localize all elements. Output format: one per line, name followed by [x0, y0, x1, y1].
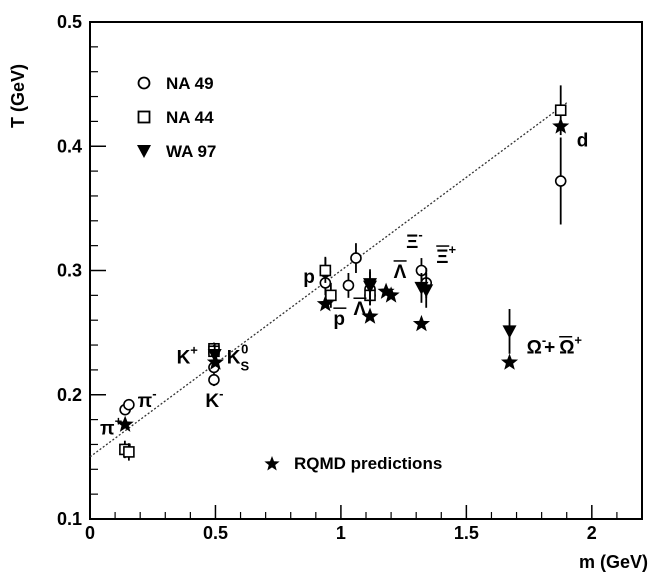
y-tick-label: 0.4: [57, 136, 82, 156]
na49-point: [554, 175, 567, 187]
legend: NA 49 NA 44 WA 97 RQMD predictions: [137, 74, 442, 473]
y-axis-label: T (GeV): [8, 64, 28, 128]
rqmd-point: [552, 117, 570, 134]
particle-label: d: [577, 130, 589, 151]
legend-marker-star: [264, 456, 280, 471]
y-tick-label: 0.3: [57, 261, 82, 281]
particle-label: π-: [138, 386, 157, 412]
data-points: [116, 85, 570, 461]
na49-point: [208, 374, 220, 386]
na49-point: [350, 252, 362, 264]
x-tick-label: 2: [587, 523, 597, 543]
legend-label-wa97: WA 97: [166, 142, 216, 161]
x-tick-label: 0.5: [203, 523, 228, 543]
particle-label: Ω+: [559, 333, 582, 359]
x-tick-label: 0: [85, 523, 95, 543]
rqmd-point: [316, 295, 334, 312]
particle-label: KS0: [227, 342, 250, 374]
y-tick-label: 0.1: [57, 509, 82, 529]
rqmd-point: [377, 282, 395, 299]
plot-frame: [89, 21, 643, 520]
legend-marker-triangle: [137, 145, 151, 158]
particle-label: K-: [205, 386, 223, 412]
particle-label: Ξ+: [436, 242, 456, 268]
particle-label: Ω-: [527, 333, 547, 359]
axis-ticks: 0 0.5 1 1.5 2 0.1 0.2 0.3 0.4 0.5: [57, 12, 643, 543]
rqmd-point: [382, 286, 400, 303]
particle-label: p: [303, 267, 315, 288]
legend-label-na49: NA 49: [166, 74, 214, 93]
na49-point: [342, 279, 355, 292]
rqmd-point: [412, 314, 431, 332]
y-tick-label: 0.2: [57, 385, 82, 405]
wa97-point: [502, 325, 517, 339]
wa97-point: [419, 284, 434, 298]
na44-point: [554, 104, 567, 117]
na44-point: [325, 289, 337, 302]
na44-point: [123, 446, 135, 458]
na49-point: [123, 398, 135, 411]
rqmd-point: [206, 353, 225, 370]
particle-label: Ξ-: [406, 227, 423, 253]
x-tick-label: 1.5: [454, 523, 479, 543]
legend-label-rqmd: RQMD predictions: [294, 454, 442, 473]
particle-label: π+: [100, 414, 123, 440]
rqmd-point: [500, 353, 519, 370]
x-axis-label: m (GeV): [579, 552, 648, 572]
legend-label-na44: NA 44: [166, 108, 214, 127]
particle-label: +: [544, 338, 555, 359]
particle-label: Λ: [353, 299, 366, 320]
particle-label: K+: [177, 343, 199, 369]
legend-marker-square: [137, 110, 151, 124]
rqmd-point: [116, 415, 134, 432]
y-tick-label: 0.5: [57, 12, 82, 32]
particle-label: p: [333, 309, 345, 330]
particle-label: Λ: [394, 262, 407, 283]
rqmd-point: [361, 307, 379, 324]
legend-marker-circle: [137, 76, 151, 90]
x-tick-label: 1: [336, 523, 346, 543]
wa97-point: [363, 280, 378, 294]
na44-point: [319, 264, 332, 277]
